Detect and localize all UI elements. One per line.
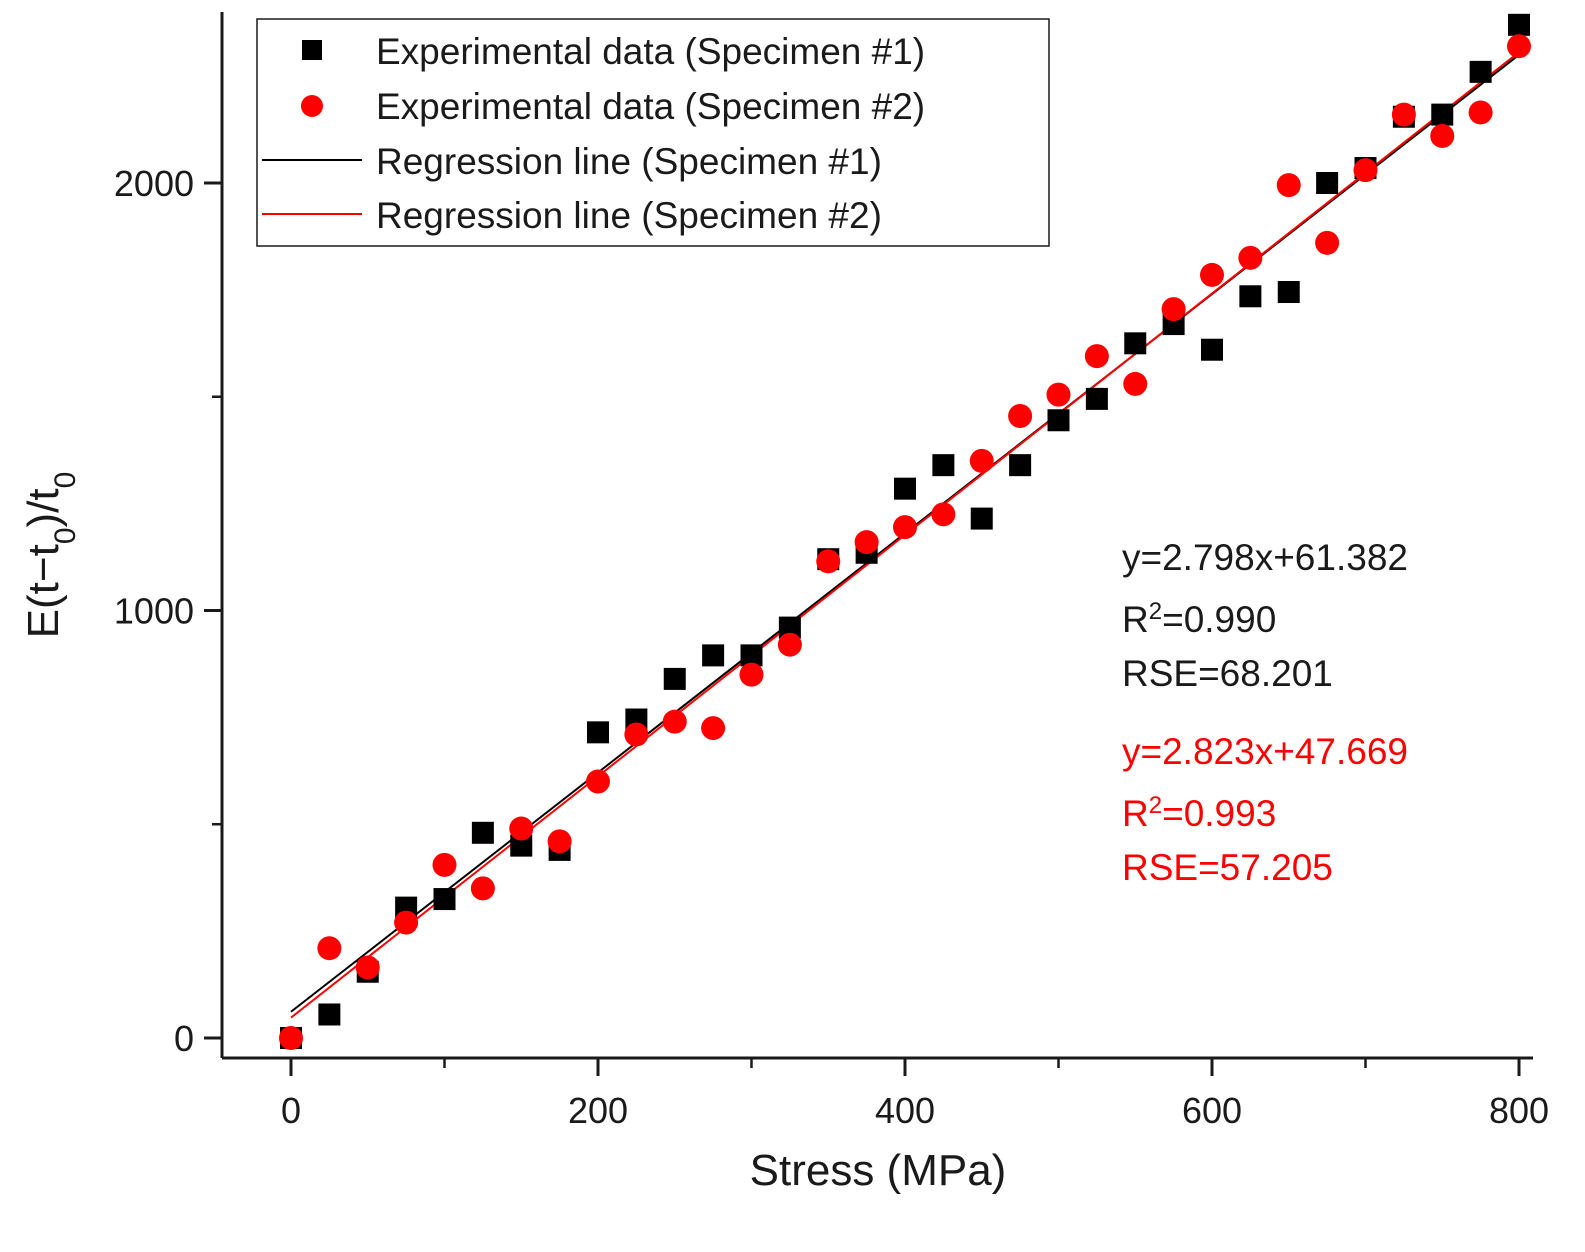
annotation-2-equation: y=2.823x+47.669 bbox=[1122, 731, 1408, 772]
data-point-specimen-1 bbox=[1085, 387, 1108, 410]
data-point-specimen-2 bbox=[662, 709, 687, 734]
data-point-specimen-2 bbox=[893, 515, 917, 540]
annotation-1-rse: RSE=68.201 bbox=[1122, 653, 1333, 694]
annotation-2-rse: RSE=57.205 bbox=[1122, 847, 1333, 888]
annotation-2-r2-value: =0.993 bbox=[1162, 793, 1276, 834]
axes-group: 0 200 400 600 800 0 1000 2000 bbox=[114, 12, 1549, 1131]
data-point-specimen-2 bbox=[777, 632, 802, 657]
y-tick-label: 2000 bbox=[114, 163, 194, 204]
y-tick-label: 0 bbox=[174, 1018, 194, 1059]
data-point-specimen-1 bbox=[471, 821, 494, 844]
legend-label-3: Regression line (Specimen #1) bbox=[376, 141, 882, 182]
legend-entry-2: Experimental data (Specimen #2) bbox=[301, 86, 925, 127]
data-point-specimen-1 bbox=[1047, 409, 1070, 432]
annotation-specimen-2: y=2.823x+47.669 R2=0.993 RSE=57.205 bbox=[1122, 731, 1408, 888]
data-point-specimen-1 bbox=[318, 1003, 341, 1026]
data-point-specimen-2 bbox=[854, 530, 879, 555]
annotation-2-r2-prefix: R bbox=[1122, 793, 1149, 834]
data-point-specimen-1 bbox=[1239, 285, 1262, 308]
data-point-specimen-2 bbox=[969, 448, 994, 473]
y-axis-title-part-b: )/t bbox=[19, 488, 68, 527]
data-point-specimen-2 bbox=[547, 829, 572, 854]
legend-entry-1: Experimental data (Specimen #1) bbox=[302, 31, 925, 72]
y-tick-label: 1000 bbox=[114, 591, 194, 632]
annotation-2-r2: R2=0.993 bbox=[1122, 792, 1276, 835]
annotation-specimen-1: y=2.798x+61.382 R2=0.990 RSE=68.201 bbox=[1122, 537, 1408, 694]
legend-circle-marker bbox=[301, 95, 323, 117]
series-layer bbox=[279, 13, 1531, 1050]
data-point-specimen-1 bbox=[740, 644, 763, 667]
y-axis-title-sub-1: 0 bbox=[49, 527, 82, 544]
data-point-specimen-2 bbox=[816, 549, 841, 574]
legend-label-2: Experimental data (Specimen #2) bbox=[376, 86, 925, 127]
data-point-specimen-2 bbox=[1238, 245, 1263, 270]
data-point-specimen-2 bbox=[1123, 371, 1148, 396]
annotation-1-r2: R2=0.990 bbox=[1122, 598, 1276, 641]
data-point-specimen-2 bbox=[624, 722, 649, 747]
annotation-1-equation: y=2.798x+61.382 bbox=[1122, 537, 1408, 578]
legend-entry-3: Regression line (Specimen #1) bbox=[262, 141, 882, 182]
data-point-specimen-2 bbox=[586, 769, 610, 794]
legend-label-4: Regression line (Specimen #2) bbox=[376, 195, 882, 236]
y-axis-title: E(t−t0)/t0 bbox=[19, 472, 82, 639]
data-point-specimen-2 bbox=[1507, 34, 1531, 59]
data-point-specimen-1 bbox=[1469, 60, 1492, 83]
data-point-specimen-1 bbox=[663, 667, 686, 690]
annotation-1-r2-prefix: R bbox=[1122, 599, 1149, 640]
data-point-specimen-1 bbox=[932, 454, 955, 477]
x-tick-label: 200 bbox=[568, 1090, 628, 1131]
data-point-specimen-2 bbox=[739, 662, 764, 687]
data-point-specimen-2 bbox=[701, 716, 726, 741]
data-point-specimen-1 bbox=[970, 507, 993, 530]
data-point-specimen-1 bbox=[1124, 332, 1147, 355]
legend-label-1: Experimental data (Specimen #1) bbox=[376, 31, 925, 72]
data-point-specimen-1 bbox=[587, 721, 609, 744]
data-point-specimen-1 bbox=[778, 616, 801, 639]
data-point-specimen-2 bbox=[1391, 102, 1416, 127]
data-point-specimen-2 bbox=[394, 910, 419, 935]
legend: Experimental data (Specimen #1) Experime… bbox=[256, 18, 1050, 247]
data-point-specimen-1 bbox=[702, 644, 725, 667]
annotation-2-r2-sup: 2 bbox=[1149, 792, 1162, 819]
data-point-specimen-2 bbox=[1200, 262, 1224, 287]
data-point-specimen-2 bbox=[1008, 403, 1033, 428]
legend-frame bbox=[256, 18, 1050, 247]
data-point-specimen-2 bbox=[1276, 173, 1301, 198]
data-point-specimen-2 bbox=[1161, 297, 1186, 322]
legend-entry-4: Regression line (Specimen #2) bbox=[262, 195, 882, 236]
y-axis-title-sub-2: 0 bbox=[49, 472, 82, 489]
data-point-specimen-1 bbox=[1201, 338, 1223, 361]
data-point-specimen-1 bbox=[894, 477, 916, 500]
data-point-specimen-2 bbox=[470, 876, 495, 901]
data-point-specimen-1 bbox=[1431, 103, 1454, 126]
x-tick-label: 600 bbox=[1182, 1090, 1242, 1131]
legend-square-marker bbox=[302, 40, 322, 60]
x-tick-label: 0 bbox=[281, 1090, 301, 1131]
y-axis-title-part-a: E(t−t bbox=[19, 544, 68, 638]
x-axis-title: Stress (MPa) bbox=[750, 1146, 1007, 1195]
data-point-specimen-1 bbox=[510, 834, 533, 857]
x-tick-label: 400 bbox=[875, 1090, 935, 1131]
data-point-specimen-2 bbox=[279, 1026, 303, 1050]
data-point-specimen-2 bbox=[1430, 123, 1455, 148]
data-point-specimen-2 bbox=[432, 852, 457, 877]
data-point-specimen-1 bbox=[1009, 454, 1032, 477]
data-point-specimen-1 bbox=[1316, 172, 1339, 194]
data-point-specimen-2 bbox=[1084, 344, 1109, 369]
data-point-specimen-2 bbox=[355, 955, 380, 980]
x-tick-label: 800 bbox=[1489, 1090, 1549, 1131]
data-point-specimen-2 bbox=[1468, 100, 1493, 125]
data-point-specimen-2 bbox=[1046, 382, 1071, 407]
data-point-specimen-1 bbox=[1508, 13, 1530, 36]
data-point-specimen-2 bbox=[931, 502, 956, 527]
data-point-specimen-2 bbox=[509, 816, 534, 841]
data-point-specimen-2 bbox=[317, 936, 342, 961]
data-point-specimen-2 bbox=[1353, 158, 1378, 183]
data-point-specimen-2 bbox=[1315, 230, 1340, 255]
annotation-1-r2-sup: 2 bbox=[1149, 598, 1162, 625]
annotation-1-r2-value: =0.990 bbox=[1162, 599, 1276, 640]
data-point-specimen-1 bbox=[433, 888, 456, 911]
data-point-specimen-1 bbox=[1277, 281, 1300, 304]
